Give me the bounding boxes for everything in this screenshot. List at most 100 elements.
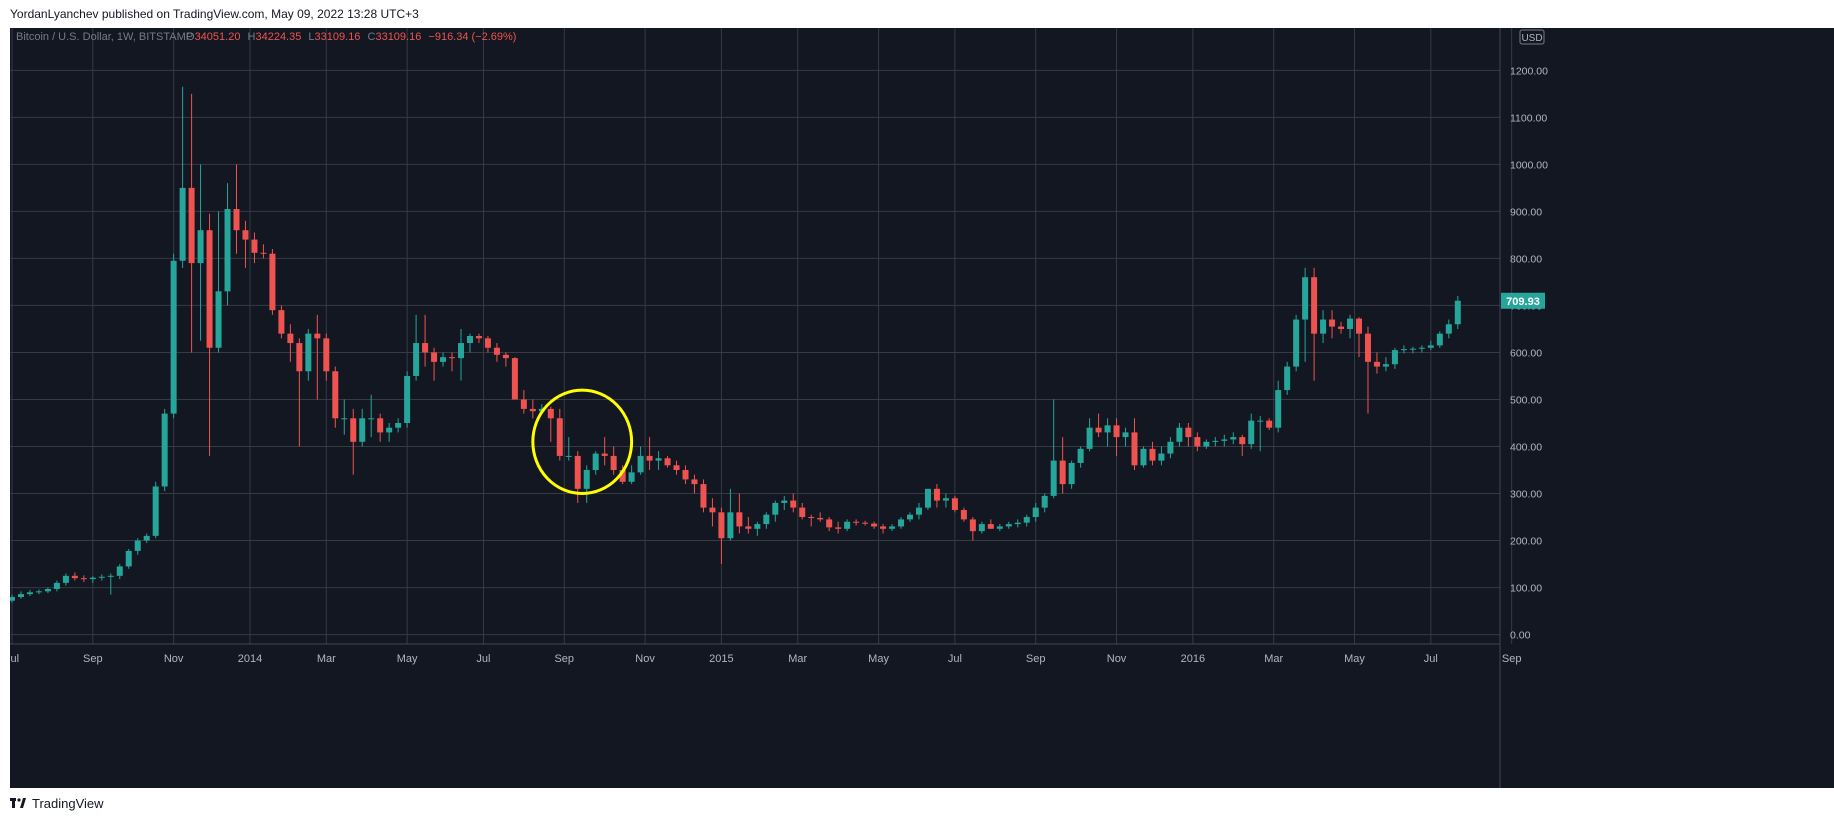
candle bbox=[431, 347, 438, 381]
candle-body bbox=[763, 514, 770, 525]
candle bbox=[161, 408, 168, 492]
candle bbox=[817, 512, 824, 522]
candle-body bbox=[125, 550, 132, 567]
candle-body bbox=[413, 343, 420, 376]
candle-body bbox=[718, 512, 725, 539]
price-tick-label: 300.00 bbox=[1510, 489, 1542, 501]
candle-body bbox=[1194, 437, 1201, 447]
candle bbox=[826, 517, 833, 532]
candle-body bbox=[152, 486, 159, 536]
candle-body bbox=[35, 591, 42, 593]
candle bbox=[1427, 340, 1434, 351]
candle bbox=[9, 594, 15, 603]
candle-body bbox=[646, 455, 653, 461]
candle-body bbox=[80, 578, 87, 580]
candle bbox=[242, 220, 249, 268]
candle bbox=[583, 465, 590, 503]
candle bbox=[1068, 460, 1075, 489]
chart-panel[interactable]: 0.00 100.00 200.00 300.00 400.00 500.00 600.00… bbox=[5, 28, 1834, 788]
last-price-badge-box bbox=[1501, 292, 1545, 309]
candle bbox=[951, 495, 958, 513]
candle-body bbox=[1400, 349, 1407, 351]
publisher-bar: YordanLyanchev published on TradingView.… bbox=[0, 0, 1834, 28]
time-tick-label: Nov bbox=[164, 653, 184, 665]
candle-body bbox=[71, 575, 78, 579]
time-tick-label: Jul bbox=[10, 653, 19, 665]
candle-body bbox=[143, 535, 150, 541]
candle bbox=[1113, 418, 1120, 456]
candle bbox=[1122, 427, 1129, 447]
highlight-ellipse bbox=[531, 388, 634, 496]
candle bbox=[862, 520, 869, 526]
candle-body bbox=[9, 596, 15, 601]
candle bbox=[475, 333, 482, 344]
candle bbox=[1131, 418, 1138, 471]
candle-body bbox=[197, 230, 204, 264]
candle bbox=[520, 390, 527, 414]
candle-body bbox=[1167, 441, 1174, 454]
candle bbox=[1347, 314, 1354, 339]
candle bbox=[449, 352, 456, 372]
candle bbox=[197, 164, 204, 341]
candle-body bbox=[1329, 319, 1336, 327]
candle-body bbox=[1086, 427, 1093, 449]
candle bbox=[1436, 331, 1443, 348]
candle-body bbox=[377, 418, 384, 433]
legend-c-value: 33109.16 bbox=[375, 31, 421, 43]
candle bbox=[700, 479, 707, 513]
currency-badge[interactable]: USD bbox=[1521, 33, 1542, 44]
candle bbox=[889, 524, 896, 532]
candle-body bbox=[619, 470, 626, 482]
candle bbox=[305, 328, 312, 381]
time-tick-label: Sep bbox=[83, 653, 103, 665]
candle-body bbox=[386, 427, 393, 433]
candle bbox=[1212, 437, 1219, 447]
candle-body bbox=[745, 526, 752, 529]
candle bbox=[17, 591, 24, 599]
candle bbox=[413, 314, 420, 381]
candle-body bbox=[1077, 448, 1084, 463]
tradingview-logo[interactable]: TradingView bbox=[10, 796, 104, 811]
candle-body bbox=[565, 455, 572, 457]
candle bbox=[1185, 422, 1192, 447]
candle-body bbox=[278, 310, 285, 334]
last-price-label: 709.93 bbox=[1506, 296, 1540, 308]
candle bbox=[790, 493, 797, 513]
candle-body bbox=[1436, 333, 1443, 346]
candle bbox=[206, 213, 213, 456]
candle-body bbox=[1364, 333, 1371, 362]
publisher-text: YordanLyanchev published on TradingView.… bbox=[10, 7, 419, 21]
candles bbox=[9, 86, 1461, 603]
candle bbox=[1230, 432, 1237, 445]
candle-body bbox=[1266, 420, 1273, 428]
candle-body bbox=[853, 521, 860, 523]
price-tick-label: 600.00 bbox=[1510, 347, 1542, 359]
price-tick-label: 100.00 bbox=[1510, 583, 1542, 595]
currency-badge-box[interactable] bbox=[1519, 29, 1545, 45]
candle bbox=[781, 495, 788, 510]
candle-body bbox=[1445, 324, 1452, 334]
candle-body bbox=[116, 566, 123, 576]
candle-body bbox=[772, 502, 779, 515]
candle-body bbox=[700, 484, 707, 508]
candle bbox=[754, 521, 761, 536]
candle-body bbox=[1203, 441, 1210, 447]
candle-body bbox=[817, 517, 824, 520]
candle-body bbox=[62, 575, 69, 583]
candle bbox=[960, 507, 967, 522]
candle bbox=[574, 451, 581, 503]
candle-body bbox=[1185, 427, 1192, 438]
candle-body bbox=[915, 507, 922, 515]
candle-body bbox=[1311, 277, 1318, 334]
candle-body bbox=[889, 526, 896, 529]
candle bbox=[619, 465, 626, 485]
time-tick-label: Mar bbox=[317, 653, 336, 665]
price-axis[interactable]: 0.00 100.00 200.00 300.00 400.00 500.00 600.00… bbox=[1510, 65, 1548, 641]
candle bbox=[1248, 413, 1255, 449]
time-axis[interactable]: Jul Sep Nov 2014 Mar May Jul Sep Nov 2015 Mar May Ju… bbox=[5, 653, 1521, 665]
time-tick-label: May bbox=[868, 653, 889, 665]
candle-body bbox=[224, 209, 231, 292]
legend-o-label: O bbox=[186, 31, 195, 43]
candle bbox=[350, 408, 357, 475]
candlestick-chart[interactable]: 0.00 100.00 200.00 300.00 400.00 500.00 600.00… bbox=[5, 28, 1834, 788]
